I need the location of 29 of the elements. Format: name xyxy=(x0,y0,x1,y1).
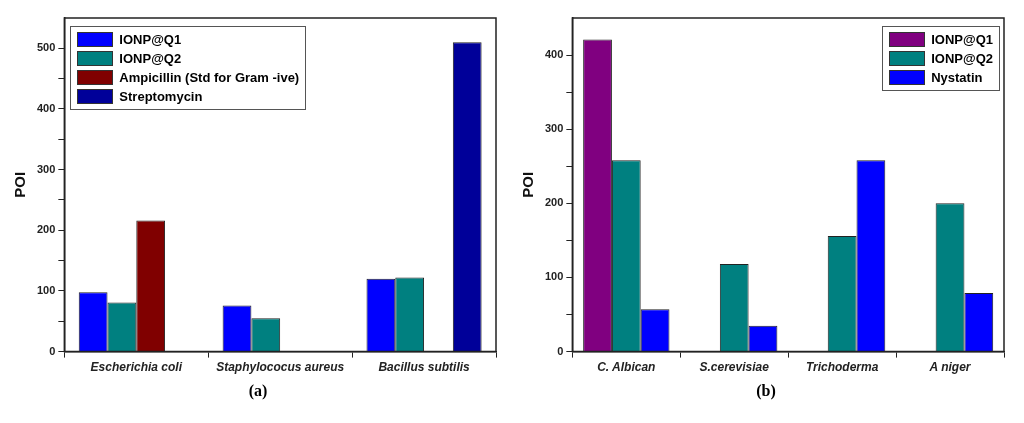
x-tick-label: Trichoderma xyxy=(805,360,879,375)
y-axis-title: POI xyxy=(519,171,537,198)
x-tick-label: C. Albican xyxy=(597,360,656,375)
x-tick-label: S.cerevisiae xyxy=(699,360,770,375)
y-tick-label: 500 xyxy=(36,41,56,54)
y-tick-label: 0 xyxy=(49,344,56,357)
x-tick-label: Bacillus subtilis xyxy=(378,360,471,375)
y-tick-label: 200 xyxy=(544,196,564,209)
y-tick-label: 200 xyxy=(36,223,56,236)
legend-label: IONP@Q1 xyxy=(119,31,182,49)
y-tick-label: 100 xyxy=(544,270,564,283)
legend-label: Ampicillin (Std for Gram -ive) xyxy=(119,69,300,87)
legend-label: IONP@Q1 xyxy=(931,31,993,49)
legend-label: Nystatin xyxy=(931,69,983,87)
y-tick-label: 300 xyxy=(36,162,56,175)
legend-label: IONP@Q2 xyxy=(931,50,993,68)
y-tick-label: 300 xyxy=(544,122,564,135)
y-tick-label: 0 xyxy=(557,344,564,357)
legend-label: Streptomycin xyxy=(119,88,203,106)
legend-label: IONP@Q2 xyxy=(119,50,182,68)
text: (b) xyxy=(756,382,776,400)
y-axis-title: POI xyxy=(11,171,29,198)
x-tick-label: Staphylococus aureus xyxy=(216,360,345,375)
x-tick-label: Escherichia coli xyxy=(90,360,183,375)
y-tick-label: 100 xyxy=(36,283,56,296)
text: (a) xyxy=(248,382,268,400)
y-tick-label: 400 xyxy=(36,102,56,115)
y-tick-label: 400 xyxy=(544,48,564,61)
x-tick-label: A niger xyxy=(928,360,972,375)
